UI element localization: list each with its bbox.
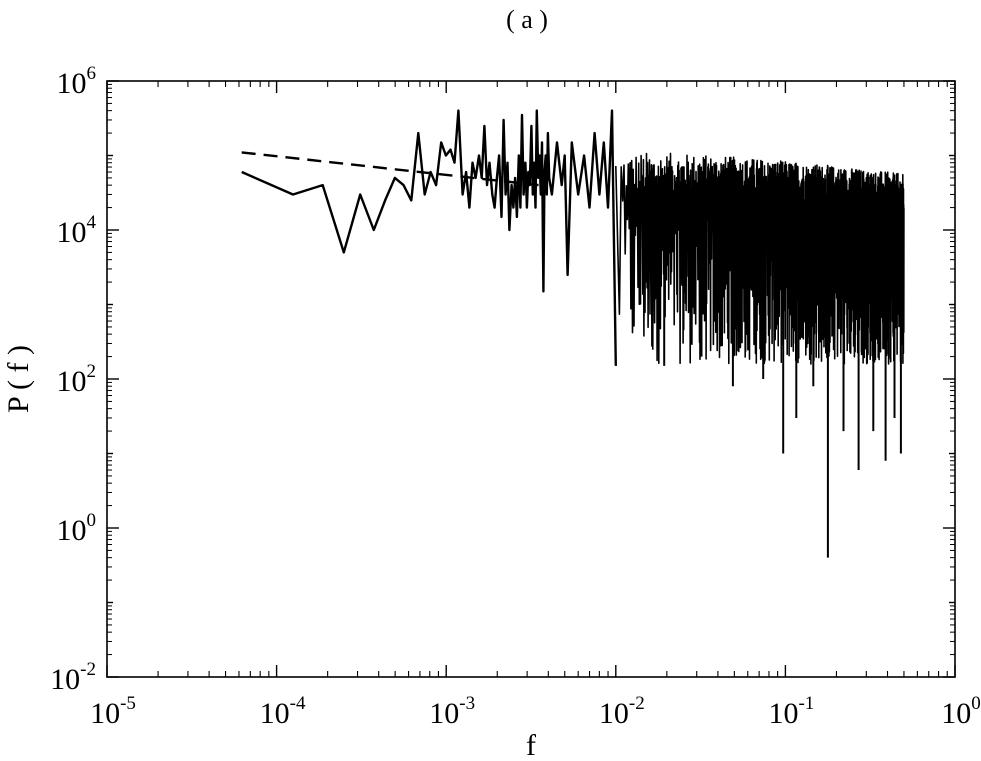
ticks-layer xyxy=(106,80,956,678)
y-axis-label: P ( f ) xyxy=(2,345,35,413)
y-tick-label: 10-2 xyxy=(50,659,96,696)
series-line-1-noise-band xyxy=(615,152,905,365)
series-layer xyxy=(241,109,905,558)
tick-labels-layer: 10-5 10-4 10-3 10-2 10-1 100 10-2 100 102 104 106 xyxy=(50,63,981,730)
x-tick-label: 10-5 xyxy=(90,693,136,730)
y-tick-label: 104 xyxy=(57,212,97,249)
panel-label: ( a ) xyxy=(506,5,548,34)
y-tick-label: 100 xyxy=(57,510,97,547)
x-tick-label: 10-4 xyxy=(260,693,306,730)
x-tick-label: 100 xyxy=(941,693,981,730)
y-tick-label: 106 xyxy=(57,63,97,100)
series-line-1-solid xyxy=(241,109,617,366)
x-tick-label: 10-3 xyxy=(429,693,475,730)
y-tick-label: 102 xyxy=(57,361,97,398)
x-tick-label: 10-1 xyxy=(768,693,814,730)
x-tick-label: 10-2 xyxy=(599,693,645,730)
x-axis-label: f xyxy=(526,729,536,761)
series-line-2-dashed xyxy=(241,151,539,187)
